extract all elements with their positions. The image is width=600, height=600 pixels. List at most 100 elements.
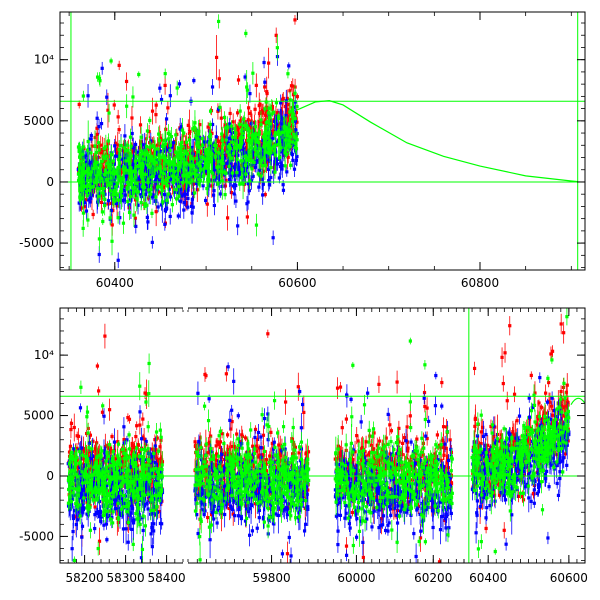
top-series-0-point bbox=[133, 216, 137, 220]
top-series-2-point bbox=[167, 161, 171, 165]
top-series-1-point bbox=[272, 152, 276, 156]
top-series-2-point bbox=[267, 130, 271, 135]
bottom-panel-0-series-0-point bbox=[101, 461, 105, 465]
x-tick-label: 60600 bbox=[278, 276, 316, 290]
top-series-2-point bbox=[258, 161, 262, 165]
top-series-2-point bbox=[224, 138, 228, 142]
top-series-2-point bbox=[86, 171, 91, 175]
top-series-0-point bbox=[121, 148, 125, 152]
top-series-2-point bbox=[140, 185, 145, 189]
top-series-2-point bbox=[292, 132, 296, 137]
top-series-2-point bbox=[108, 163, 112, 167]
top-series-2-point bbox=[200, 155, 205, 159]
bottom-panel-0-series-0-point bbox=[72, 425, 76, 430]
top-series-2-point bbox=[137, 72, 141, 77]
top-series-2-point bbox=[265, 142, 269, 147]
top-series-2-point bbox=[91, 166, 95, 171]
top-series-0-point bbox=[249, 157, 253, 161]
top-series-1-point bbox=[274, 159, 278, 163]
top-series-2-point bbox=[198, 168, 202, 172]
top-series-0-point bbox=[106, 108, 110, 112]
top-series-1-point bbox=[168, 195, 173, 199]
top-series-2-point bbox=[249, 141, 253, 145]
top-series-2-point bbox=[152, 160, 157, 164]
top-series-1-point bbox=[275, 162, 280, 166]
top-series-1-point bbox=[112, 181, 116, 185]
top-series-2-point bbox=[175, 177, 180, 182]
top-series-2-point bbox=[122, 171, 126, 175]
top-series-2-point bbox=[163, 142, 168, 146]
top-series-1-point bbox=[271, 136, 275, 141]
top-series-1-point bbox=[134, 168, 139, 172]
top-series-2-point bbox=[115, 172, 119, 176]
top-series-1-point bbox=[253, 165, 258, 169]
top-series-0-point bbox=[173, 139, 177, 144]
top-series-0-point bbox=[138, 123, 143, 127]
top-series-1-point bbox=[266, 167, 271, 171]
top-series-1-point bbox=[162, 149, 166, 153]
top-series-1-point bbox=[85, 153, 89, 157]
top-series-2-point bbox=[240, 129, 244, 134]
top-series-1-point bbox=[89, 137, 93, 141]
top-series-2-point bbox=[166, 192, 170, 196]
top-series-1-point bbox=[132, 162, 136, 167]
top-series-0-point bbox=[113, 141, 118, 146]
top-series-0-point bbox=[163, 83, 167, 88]
top-series-2-point bbox=[141, 172, 145, 176]
top-series-1-point bbox=[168, 214, 172, 219]
top-series-0-point bbox=[272, 166, 276, 170]
top-series-0-point bbox=[181, 133, 185, 138]
top-series-2-point bbox=[173, 157, 177, 161]
top-series-2-point bbox=[124, 149, 128, 153]
top-series-1-point bbox=[227, 177, 232, 182]
top-series-1-point bbox=[175, 182, 179, 186]
top-series-2-point bbox=[213, 148, 218, 152]
top-series-2-point bbox=[135, 181, 139, 186]
top-series-0-point bbox=[285, 108, 289, 112]
top-series-0-point bbox=[236, 78, 241, 82]
top-series-0-point bbox=[246, 118, 250, 122]
top-series-2-point bbox=[197, 132, 201, 136]
top-series-2-point bbox=[222, 115, 227, 120]
top-series-1-point bbox=[164, 200, 168, 204]
top-series-1-point bbox=[218, 192, 222, 196]
top-series-2-point bbox=[117, 147, 121, 152]
top-series-2-point bbox=[273, 131, 277, 135]
top-series-2-point bbox=[286, 130, 290, 134]
top-series-0-point bbox=[150, 109, 155, 113]
top-series-0-point bbox=[154, 113, 158, 117]
top-series-2-point bbox=[77, 148, 81, 153]
top-series-1-point bbox=[179, 125, 183, 129]
top-series-1-point bbox=[163, 193, 167, 197]
top-series-2-point bbox=[220, 179, 224, 183]
top-series-2-point bbox=[122, 166, 127, 170]
top-series-2-point bbox=[111, 191, 116, 195]
top-series-2-point bbox=[118, 176, 122, 180]
top-series-0-point bbox=[220, 167, 224, 171]
top-series-1-point bbox=[141, 143, 145, 147]
top-series-1-point bbox=[278, 164, 283, 169]
top-series-2-point bbox=[119, 189, 124, 194]
top-series-0-point bbox=[228, 111, 232, 116]
top-series-2-point bbox=[79, 188, 83, 192]
top-series-1-point bbox=[292, 167, 297, 171]
top-series-1-point bbox=[236, 224, 240, 228]
top-series-2-point bbox=[98, 168, 102, 173]
top-series-2-point bbox=[229, 124, 234, 128]
top-series-2-point bbox=[216, 182, 220, 186]
top-series-2-point bbox=[194, 168, 198, 172]
top-series-0-point bbox=[252, 156, 256, 160]
top-series-0-point bbox=[115, 151, 119, 155]
bottom-panel-0-series-0-point bbox=[134, 434, 138, 439]
top-series-1-point bbox=[149, 139, 153, 143]
top-series-0-point bbox=[152, 185, 156, 189]
top-series-2-point bbox=[204, 148, 208, 152]
top-series-0-point bbox=[254, 83, 258, 87]
top-series-2-point bbox=[267, 141, 271, 145]
top-series-2-point bbox=[180, 144, 184, 149]
top-series-0-point bbox=[237, 133, 241, 137]
top-series-1-point bbox=[233, 162, 238, 166]
top-series-2-point bbox=[253, 147, 257, 152]
top-series-2-point bbox=[174, 197, 179, 201]
top-series-1-point bbox=[249, 122, 253, 126]
